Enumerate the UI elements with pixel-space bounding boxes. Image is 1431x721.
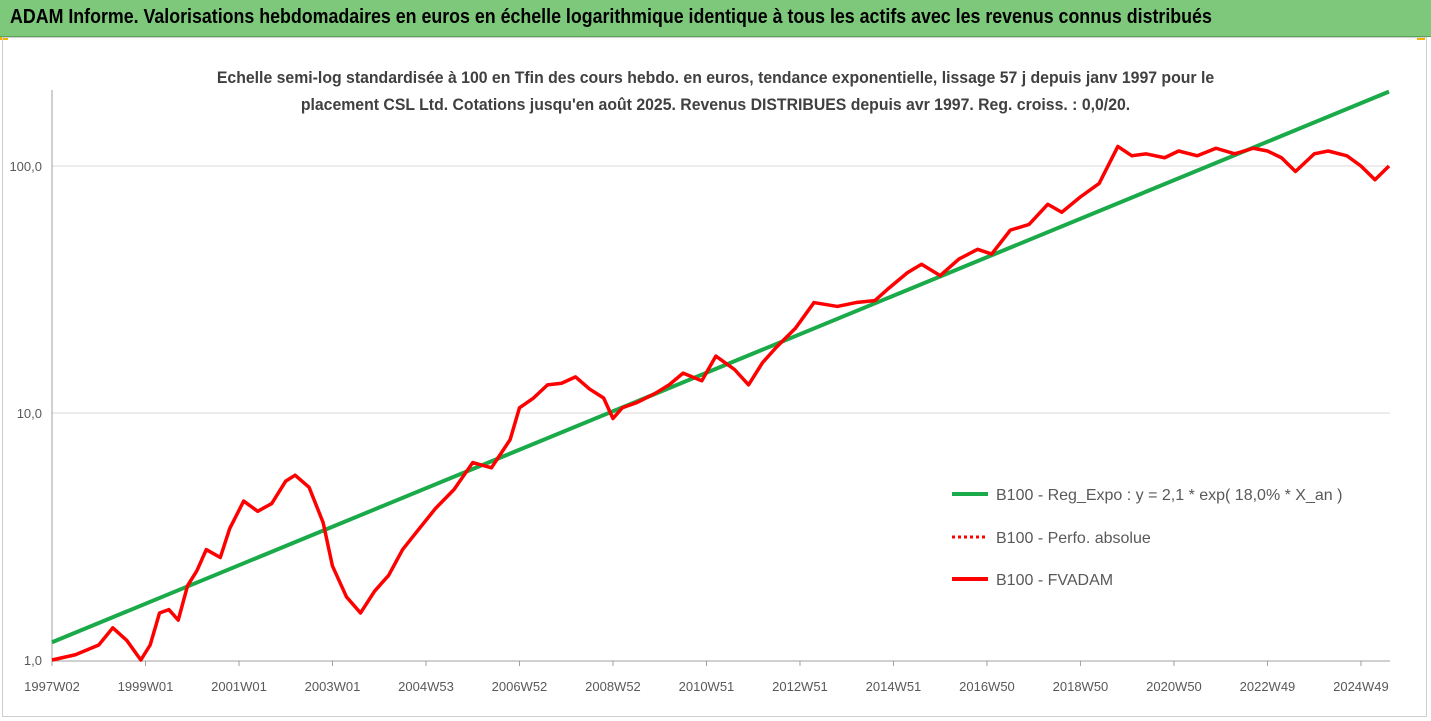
y-tick-label-0: 1,0 bbox=[24, 653, 42, 668]
y-tick-label-1: 10,0 bbox=[17, 406, 42, 421]
legend-label-1: B100 - Perfo. absolue bbox=[996, 530, 1151, 547]
x-tick-label-1: 1999W01 bbox=[118, 679, 174, 694]
chart-subtitle: Echelle semi-log standardisée à 100 en T… bbox=[0, 64, 1431, 118]
legend-label-0: B100 - Reg_Expo : y = 2,1 * exp( 18,0% *… bbox=[996, 487, 1342, 504]
x-tick-label-13: 2022W49 bbox=[1240, 679, 1296, 694]
x-tick-label-3: 2003W01 bbox=[305, 679, 361, 694]
x-tick-label-2: 2001W01 bbox=[211, 679, 267, 694]
title-banner: ADAM Informe. Valorisations hebdomadaire… bbox=[0, 0, 1431, 37]
x-tick-label-7: 2010W51 bbox=[679, 679, 735, 694]
x-tick-label-0: 1997W02 bbox=[24, 679, 80, 694]
x-tick-label-6: 2008W52 bbox=[585, 679, 641, 694]
corner-marker-right bbox=[1417, 37, 1425, 40]
x-tick-label-4: 2004W53 bbox=[398, 679, 454, 694]
subtitle-line-2: placement CSL Ltd. Cotations jusqu'en ao… bbox=[300, 95, 1131, 114]
x-tick-label-14: 2024W49 bbox=[1333, 679, 1389, 694]
x-tick-label-12: 2020W50 bbox=[1146, 679, 1202, 694]
legend-label-2: B100 - FVADAM bbox=[996, 572, 1113, 589]
x-tick-label-8: 2012W51 bbox=[772, 679, 828, 694]
y-tick-label-2: 100,0 bbox=[9, 159, 42, 174]
chart-frame bbox=[2, 37, 1427, 717]
x-tick-label-10: 2016W50 bbox=[959, 679, 1015, 694]
series-regression-line bbox=[51, 89, 1390, 645]
x-tick-label-9: 2014W51 bbox=[866, 679, 922, 694]
subtitle-line-1: Echelle semi-log standardisée à 100 en T… bbox=[216, 68, 1215, 87]
series-fvadam-line bbox=[51, 144, 1391, 662]
x-tick-label-11: 2018W50 bbox=[1053, 679, 1109, 694]
report-title: ADAM Informe. Valorisations hebdomadaire… bbox=[10, 6, 1212, 28]
corner-marker-left bbox=[0, 37, 8, 40]
x-tick-label-5: 2006W52 bbox=[492, 679, 548, 694]
